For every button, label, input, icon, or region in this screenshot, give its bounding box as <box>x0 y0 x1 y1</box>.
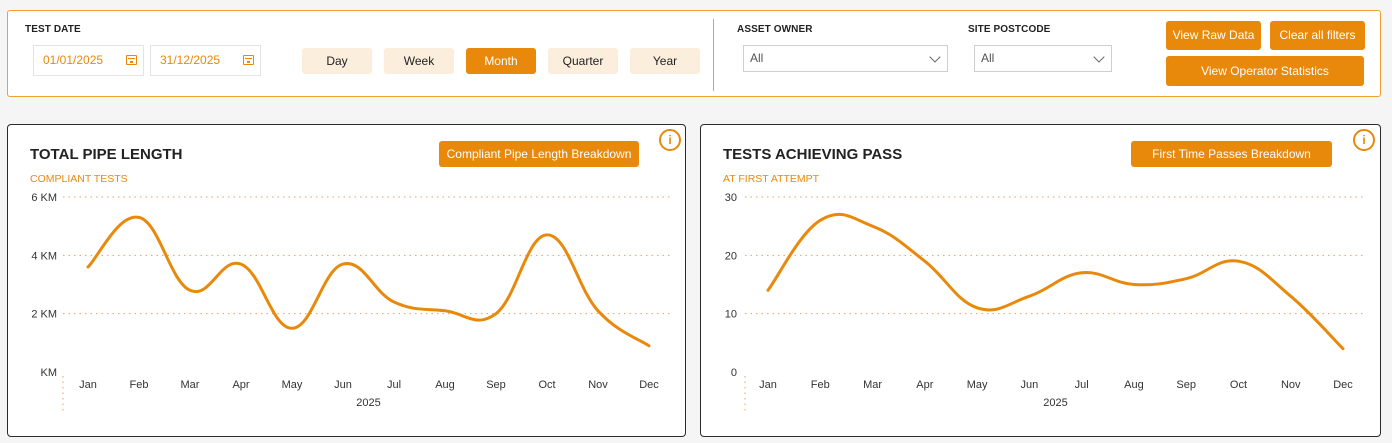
data-point[interactable] <box>1077 268 1087 278</box>
first-time-passes-chart: 0 10 20 30 Jan Feb Mar Apr May Jun Jul Aug Sep Oct Nov… <box>725 192 1363 412</box>
data-point[interactable] <box>920 256 930 266</box>
x-tick-label: Mar <box>863 379 882 391</box>
x-tick-label: Jul <box>1075 379 1089 391</box>
y-tick-label: 30 <box>725 192 737 204</box>
info-icon[interactable]: i <box>1353 129 1375 151</box>
data-point[interactable] <box>815 215 825 225</box>
data-point[interactable] <box>593 306 603 316</box>
x-tick-label: Feb <box>130 379 149 391</box>
x-tick-label: Feb <box>811 379 830 391</box>
y-tick-label: 2 KM <box>31 309 57 321</box>
view-raw-data-button[interactable]: View Raw Data <box>1166 21 1261 50</box>
card-title: TESTS ACHIEVING PASS <box>723 146 903 163</box>
data-point[interactable] <box>1286 291 1296 301</box>
period-month-button[interactable]: Month <box>466 48 536 74</box>
data-point[interactable] <box>338 259 348 269</box>
tests-achieving-pass-card: TESTS ACHIEVING PASS AT FIRST ATTEMPT Fi… <box>700 124 1381 437</box>
view-operator-statistics-button[interactable]: View Operator Statistics <box>1166 56 1364 86</box>
x-tick-label: Dec <box>639 379 659 391</box>
period-year-button[interactable]: Year <box>630 48 700 74</box>
data-point[interactable] <box>287 323 297 333</box>
x-tick-label: Sep <box>486 379 506 391</box>
data-point[interactable] <box>185 285 195 295</box>
data-point[interactable] <box>1129 280 1139 290</box>
y-tick-label: 10 <box>725 309 737 321</box>
date-to-input[interactable]: 31/12/2025 <box>150 45 261 76</box>
y-tick-label: KM <box>41 367 58 379</box>
info-icon[interactable]: i <box>659 129 681 151</box>
date-to-value: 31/12/2025 <box>160 53 221 67</box>
x-tick-label: Oct <box>538 379 555 391</box>
data-point[interactable] <box>1233 256 1243 266</box>
calendar-icon[interactable] <box>243 55 254 65</box>
x-axis-label: 2025 <box>1043 397 1067 409</box>
x-tick-label: Jan <box>79 379 97 391</box>
data-point[interactable] <box>1181 274 1191 284</box>
x-tick-label: May <box>282 379 303 391</box>
period-day-button[interactable]: Day <box>302 48 372 74</box>
x-axis-label: 2025 <box>356 397 380 409</box>
x-tick-label: Jun <box>1020 379 1038 391</box>
data-point[interactable] <box>440 306 450 316</box>
x-tick-label: Apr <box>232 379 249 391</box>
data-point[interactable] <box>1338 344 1348 354</box>
x-tick-label: Aug <box>435 379 455 391</box>
date-from-value: 01/01/2025 <box>43 53 104 67</box>
total-pipe-length-card: TOTAL PIPE LENGTH COMPLIANT TESTS Compli… <box>7 124 686 437</box>
asset-owner-label: ASSET OWNER <box>737 24 813 35</box>
card-subtitle: AT FIRST ATTEMPT <box>723 173 820 185</box>
data-point[interactable] <box>134 212 144 222</box>
date-from-input[interactable]: 01/01/2025 <box>33 45 144 76</box>
x-tick-label: Apr <box>916 379 933 391</box>
site-postcode-dropdown[interactable]: All <box>974 45 1112 72</box>
data-point[interactable] <box>236 259 246 269</box>
x-tick-label: Jan <box>759 379 777 391</box>
filter-bar: TEST DATE 01/01/2025 31/12/2025 Day Week… <box>7 10 1381 97</box>
test-date-label: TEST DATE <box>25 24 81 35</box>
data-point[interactable] <box>644 341 654 351</box>
clear-all-filters-button[interactable]: Clear all filters <box>1270 21 1365 50</box>
x-tick-label: Jun <box>334 379 352 391</box>
y-tick-label: 20 <box>725 250 737 262</box>
x-tick-label: Dec <box>1333 379 1353 391</box>
calendar-icon[interactable] <box>126 55 137 65</box>
filter-divider <box>713 19 714 91</box>
asset-owner-dropdown[interactable]: All <box>743 45 948 72</box>
x-tick-label: Nov <box>1281 379 1301 391</box>
card-subtitle: COMPLIANT TESTS <box>30 173 128 185</box>
x-tick-label: May <box>967 379 988 391</box>
first-time-passes-breakdown-button[interactable]: First Time Passes Breakdown <box>1131 141 1332 167</box>
chevron-down-icon <box>929 51 941 63</box>
site-postcode-value: All <box>981 51 995 65</box>
y-tick-label: 4 KM <box>31 250 57 262</box>
asset-owner-value: All <box>750 51 764 65</box>
data-point[interactable] <box>972 303 982 313</box>
x-tick-label: Aug <box>1124 379 1144 391</box>
x-tick-label: Sep <box>1176 379 1196 391</box>
pipe-length-chart: KM 2 KM 4 KM 6 KM Jan Feb Mar Apr May Jun Jul Aug Se… <box>31 192 670 412</box>
site-postcode-label: SITE POSTCODE <box>968 24 1051 35</box>
data-point[interactable] <box>83 262 93 272</box>
x-tick-label: Nov <box>588 379 608 391</box>
y-tick-label: 6 KM <box>31 192 57 204</box>
data-point[interactable] <box>491 309 501 319</box>
period-week-button[interactable]: Week <box>384 48 454 74</box>
data-point[interactable] <box>542 230 552 240</box>
y-tick-label: 0 <box>731 367 737 379</box>
compliant-pipe-length-breakdown-button[interactable]: Compliant Pipe Length Breakdown <box>439 141 639 167</box>
data-point[interactable] <box>763 285 773 295</box>
period-quarter-button[interactable]: Quarter <box>548 48 618 74</box>
data-point[interactable] <box>1024 291 1034 301</box>
series-line <box>86 215 651 348</box>
chevron-down-icon <box>1093 51 1105 63</box>
x-tick-label: Oct <box>1230 379 1247 391</box>
data-point[interactable] <box>868 221 878 231</box>
x-tick-label: Mar <box>181 379 200 391</box>
card-title: TOTAL PIPE LENGTH <box>30 146 183 163</box>
x-tick-label: Jul <box>387 379 401 391</box>
data-point[interactable] <box>389 297 399 307</box>
series-line <box>766 212 1345 351</box>
